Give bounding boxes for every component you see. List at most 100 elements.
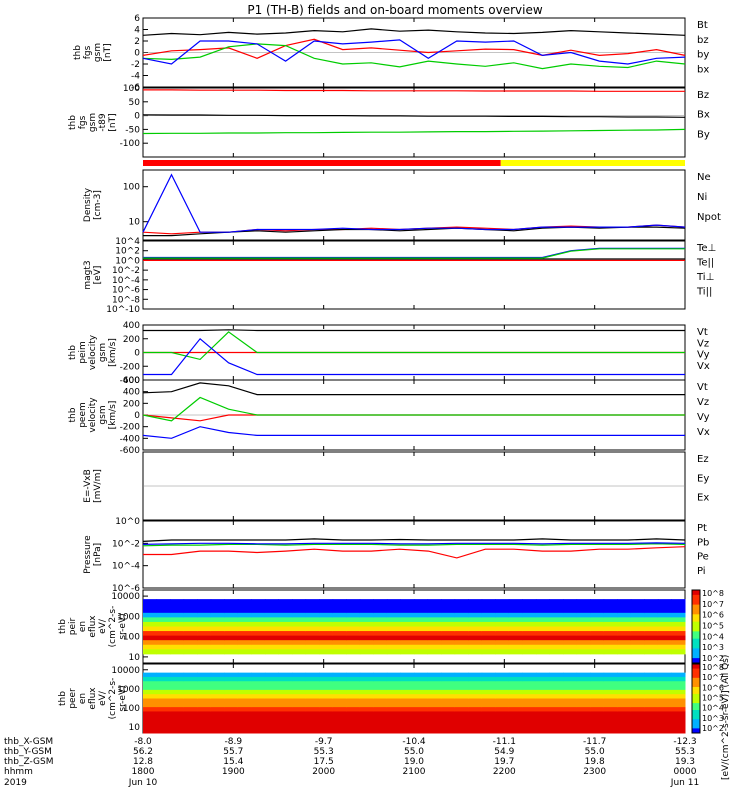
- heatmap-cell: [495, 635, 510, 641]
- y-tick-label: 200: [123, 335, 140, 345]
- heatmap-cell: [170, 644, 185, 650]
- heatmap-cell: [427, 694, 442, 699]
- colorbar-cell: [692, 730, 700, 734]
- legend-entry: Pe: [697, 552, 709, 563]
- heatmap-cell: [319, 689, 334, 695]
- heatmap-cell: [414, 694, 429, 699]
- heatmap-cell: [454, 685, 469, 691]
- heatmap-cell: [535, 631, 550, 637]
- legend-entry: Vt: [697, 327, 708, 338]
- heatmap-cell: [332, 685, 347, 691]
- x-tick-label: 17.5: [314, 757, 334, 767]
- heatmap-cell: [359, 689, 374, 695]
- heatmap-cell: [251, 685, 266, 691]
- heatmap-cell: [197, 603, 212, 609]
- heatmap-cell: [508, 715, 523, 721]
- heatmap-cell: [563, 640, 578, 646]
- heatmap-cell: [576, 707, 591, 712]
- heatmap-cell: [495, 711, 510, 717]
- heatmap-cell: [671, 635, 686, 641]
- heatmap-cell: [603, 617, 618, 623]
- heatmap-cell: [197, 711, 212, 717]
- heatmap-cell: [468, 640, 483, 646]
- heatmap-cell: [563, 644, 578, 650]
- colorbar-cell: [692, 653, 700, 657]
- heatmap-cell: [563, 689, 578, 695]
- heatmap-cell: [346, 707, 361, 712]
- heatmap-cell: [630, 728, 645, 734]
- y-axis-label: peir: [68, 617, 78, 635]
- heatmap-cell: [617, 676, 632, 682]
- heatmap-cell: [156, 694, 171, 699]
- heatmap-cell: [508, 724, 523, 730]
- heatmap-cell: [427, 724, 442, 730]
- heatmap-cell: [535, 649, 550, 655]
- colorbar-cell: [692, 682, 700, 686]
- heatmap-cell: [535, 644, 550, 650]
- heatmap-cell: [183, 644, 198, 650]
- legend-entry: Ti⊥: [696, 272, 714, 283]
- heatmap-cell: [143, 603, 158, 609]
- x-tick-label: 55.7: [223, 747, 243, 757]
- heatmap-cell: [481, 603, 496, 609]
- heatmap-cell: [305, 724, 320, 730]
- heatmap-cell: [671, 649, 686, 655]
- heatmap-cell: [549, 599, 564, 605]
- heatmap-cell: [251, 681, 266, 687]
- heatmap-cell: [143, 720, 158, 725]
- heatmap-cell: [386, 617, 401, 623]
- heatmap-cell: [617, 715, 632, 721]
- heatmap-cell: [386, 698, 401, 704]
- heatmap-cell: [468, 681, 483, 687]
- y-axis-label: [nT]: [108, 113, 118, 131]
- heatmap-cell: [319, 672, 334, 678]
- heatmap-cell: [603, 599, 618, 605]
- heatmap-cell: [386, 612, 401, 618]
- x-tick-label: 55.0: [585, 747, 605, 757]
- y-axis-label: sr-eV): [118, 613, 128, 639]
- series-line-Bx: [142, 114, 686, 118]
- heatmap-cell: [468, 617, 483, 623]
- heatmap-cell: [319, 694, 334, 699]
- heatmap-cell: [251, 728, 266, 734]
- heatmap-cell: [563, 626, 578, 632]
- heatmap-cell: [508, 728, 523, 734]
- heatmap-cell: [319, 612, 334, 618]
- heatmap-cell: [373, 689, 388, 695]
- heatmap-cell: [251, 715, 266, 721]
- heatmap-cell: [319, 724, 334, 730]
- heatmap-cell: [386, 724, 401, 730]
- heatmap-cell: [441, 728, 456, 734]
- heatmap-cell: [630, 702, 645, 708]
- heatmap-cell: [319, 698, 334, 704]
- heatmap-cell: [508, 599, 523, 605]
- heatmap-cell: [292, 640, 307, 646]
- heatmap-cell: [495, 707, 510, 712]
- colorbar-cell: [692, 677, 700, 681]
- heatmap-cell: [590, 689, 605, 695]
- y-axis-label: peem: [78, 402, 88, 428]
- heatmap-cell: [630, 689, 645, 695]
- heatmap-cell: [373, 649, 388, 655]
- x-tick-label: 55.3: [314, 747, 334, 757]
- heatmap-cell: [170, 672, 185, 678]
- heatmap-cell: [292, 626, 307, 632]
- x-tick-label: 2000: [312, 767, 335, 777]
- heatmap-cell: [590, 631, 605, 637]
- heatmap-cell: [210, 681, 225, 687]
- heatmap-cell: [386, 603, 401, 609]
- legend-entry: Ez: [697, 454, 709, 465]
- heatmap-cell: [576, 644, 591, 650]
- heatmap-cell: [224, 672, 239, 678]
- colorbar-frame: [691, 589, 701, 664]
- heatmap-cell: [549, 621, 564, 627]
- x-tick-label: 56.2: [133, 747, 153, 757]
- heatmap-cell: [305, 631, 320, 637]
- heatmap-cell: [264, 702, 279, 708]
- heatmap-cell: [170, 724, 185, 730]
- heatmap-cell: [454, 715, 469, 721]
- heatmap-cell: [319, 715, 334, 721]
- heatmap-cell: [468, 676, 483, 682]
- heatmap-cell: [210, 672, 225, 678]
- y-axis-label: eV/: [98, 690, 108, 706]
